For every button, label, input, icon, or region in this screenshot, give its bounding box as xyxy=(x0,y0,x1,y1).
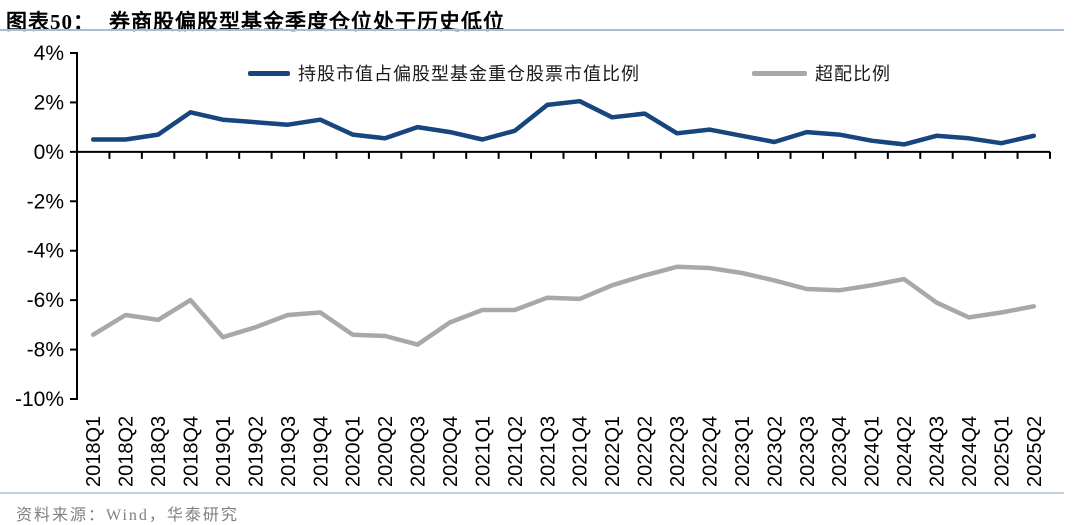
x-axis-tick-label: 2024Q2 xyxy=(894,416,916,487)
y-axis-tick-label: 4% xyxy=(34,42,64,65)
x-axis-labels: 2018Q1 2018Q2 2018Q3 2018Q4 2019Q1 2019Q2 2019… xyxy=(83,416,1046,487)
x-axis-tick-label: 2022Q2 xyxy=(635,416,657,487)
x-axis-tick-label: 2019Q4 xyxy=(310,416,332,487)
holding-ratio-series-line xyxy=(90,98,1037,147)
x-axis-tick-label: 2020Q1 xyxy=(343,416,365,487)
x-axis-tick-label: 2023Q1 xyxy=(732,416,754,487)
x-axis-tick-label: 2024Q1 xyxy=(862,416,884,487)
y-axis-tick-label: -8% xyxy=(27,339,64,362)
x-axis-tick-label: 2018Q3 xyxy=(148,416,170,487)
x-axis-tick-label: 2024Q4 xyxy=(959,416,981,487)
x-axis-tick-label: 2025Q2 xyxy=(1024,416,1046,487)
x-axis-tick-label: 2021Q3 xyxy=(537,416,559,487)
x-axis-tick-label: 2019Q1 xyxy=(213,416,235,487)
x-axis-tick-label: 2022Q4 xyxy=(699,416,721,487)
x-axis-tick-label: 2023Q2 xyxy=(764,416,786,487)
x-axis-tick-label: 2020Q4 xyxy=(440,416,462,487)
y-axis-tick-label: -2% xyxy=(27,190,64,213)
title-divider xyxy=(0,29,1064,31)
y-axis-tick-label: -10% xyxy=(15,388,64,411)
x-axis-tick-label: 2020Q3 xyxy=(408,416,430,487)
x-axis-tick-label: 2021Q1 xyxy=(472,416,494,487)
x-axis-tick-label: 2022Q3 xyxy=(667,416,689,487)
source-note: 资料来源：Wind，华泰研究 xyxy=(16,507,239,524)
x-axis-tick-label: 2024Q3 xyxy=(926,416,948,487)
y-axis: 4% 2% 0% -2% -4% -6% -8% -10% xyxy=(15,42,78,411)
x-axis-tick-label: 2019Q2 xyxy=(245,416,267,487)
x-axis-tick-label: 2018Q2 xyxy=(116,416,138,487)
x-axis-tick-label: 2018Q1 xyxy=(83,416,105,487)
y-axis-tick-label: -6% xyxy=(27,289,64,312)
y-axis-tick-label: 0% xyxy=(34,141,64,164)
x-axis-tick-label: 2022Q1 xyxy=(602,416,624,487)
y-axis-tick-label: -4% xyxy=(27,240,64,263)
x-axis xyxy=(76,150,1051,159)
x-axis-tick-label: 2021Q4 xyxy=(570,416,592,487)
x-axis-tick-label: 2020Q2 xyxy=(375,416,397,487)
x-axis-tick-label: 2023Q4 xyxy=(829,416,851,487)
x-axis-tick-label: 2023Q3 xyxy=(797,416,819,487)
x-axis-tick-label: 2018Q4 xyxy=(181,416,203,487)
x-axis-tick-label: 2021Q2 xyxy=(505,416,527,487)
x-axis-tick-label: 2025Q1 xyxy=(991,416,1013,487)
x-axis-tick-label: 2019Q3 xyxy=(278,416,300,487)
overweight-ratio-series-line xyxy=(90,264,1037,347)
footer-divider xyxy=(0,492,1064,494)
y-axis-tick-label: 2% xyxy=(34,91,64,114)
